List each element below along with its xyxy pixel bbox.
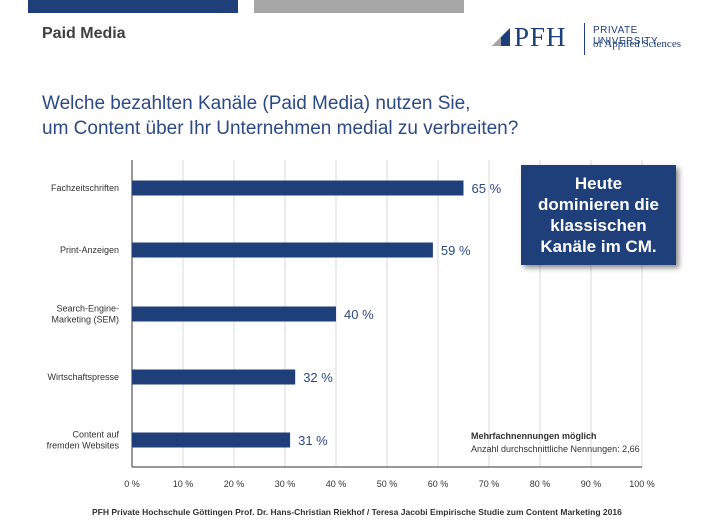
bar xyxy=(132,242,433,258)
category-label: Print-Anzeigen xyxy=(60,245,119,255)
bar-value-label: 59 % xyxy=(441,243,471,258)
x-tick-label: 10 % xyxy=(173,479,194,489)
bar xyxy=(132,432,291,448)
category-label: Wirtschaftspresse xyxy=(47,372,119,382)
note-title: Mehrfachnennungen möglich xyxy=(471,431,597,441)
question-heading: Welche bezahlten Kanäle (Paid Media) nut… xyxy=(42,91,518,141)
x-tick-label: 20 % xyxy=(224,479,245,489)
bar-value-label: 31 % xyxy=(298,433,328,448)
section-title: Paid Media xyxy=(42,25,126,42)
logo-divider xyxy=(584,23,585,55)
top-accent-bar-navy xyxy=(28,0,238,13)
x-tick-label: 100 % xyxy=(629,479,655,489)
x-tick-label: 0 % xyxy=(124,479,140,489)
logo-mark-icon xyxy=(492,28,510,46)
note-subtitle: Anzahl durchschnittliche Nennungen: 2,66 xyxy=(471,444,640,454)
logo-line-1: PRIVATE UNIVERSITY xyxy=(593,25,659,47)
x-tick-label: 80 % xyxy=(530,479,551,489)
x-tick-label: 70 % xyxy=(479,479,500,489)
callout-box: Heute dominieren die klassischen Kanäle … xyxy=(521,165,676,265)
x-tick-label: 60 % xyxy=(428,479,449,489)
x-tick-label: 40 % xyxy=(326,479,347,489)
bar-value-label: 32 % xyxy=(303,370,333,385)
callout-text: Heute dominieren die klassischen Kanäle … xyxy=(538,174,659,256)
category-label: Fachzeitschriften xyxy=(51,183,119,193)
x-tick-label: 30 % xyxy=(275,479,296,489)
category-label: Content auf fremden Websites xyxy=(47,430,120,451)
logo-line-2: of Applied Sciences xyxy=(593,38,681,50)
bar xyxy=(132,180,464,196)
bar-value-label: 65 % xyxy=(472,181,502,196)
chart-note: Mehrfachnennungen möglich Anzahl durchsc… xyxy=(471,431,640,454)
question-line-1: Welche bezahlten Kanäle (Paid Media) nut… xyxy=(42,93,471,114)
bar xyxy=(132,306,336,322)
bar xyxy=(132,369,296,385)
university-logo: PFH PRIVATE UNIVERSITY of Applied Scienc… xyxy=(492,20,692,56)
x-tick-label: 90 % xyxy=(581,479,602,489)
bar-value-label: 40 % xyxy=(344,307,374,322)
x-tick-label: 50 % xyxy=(377,479,398,489)
logo-wordmark: PFH xyxy=(514,22,567,52)
footer-citation: PFH Private Hochschule Göttingen Prof. D… xyxy=(92,507,622,517)
question-line-2: um Content über Ihr Unternehmen medial z… xyxy=(42,118,519,139)
category-label: Search-Engine-Marketing (SEM) xyxy=(51,304,119,325)
top-accent-bar-gray xyxy=(254,0,464,13)
